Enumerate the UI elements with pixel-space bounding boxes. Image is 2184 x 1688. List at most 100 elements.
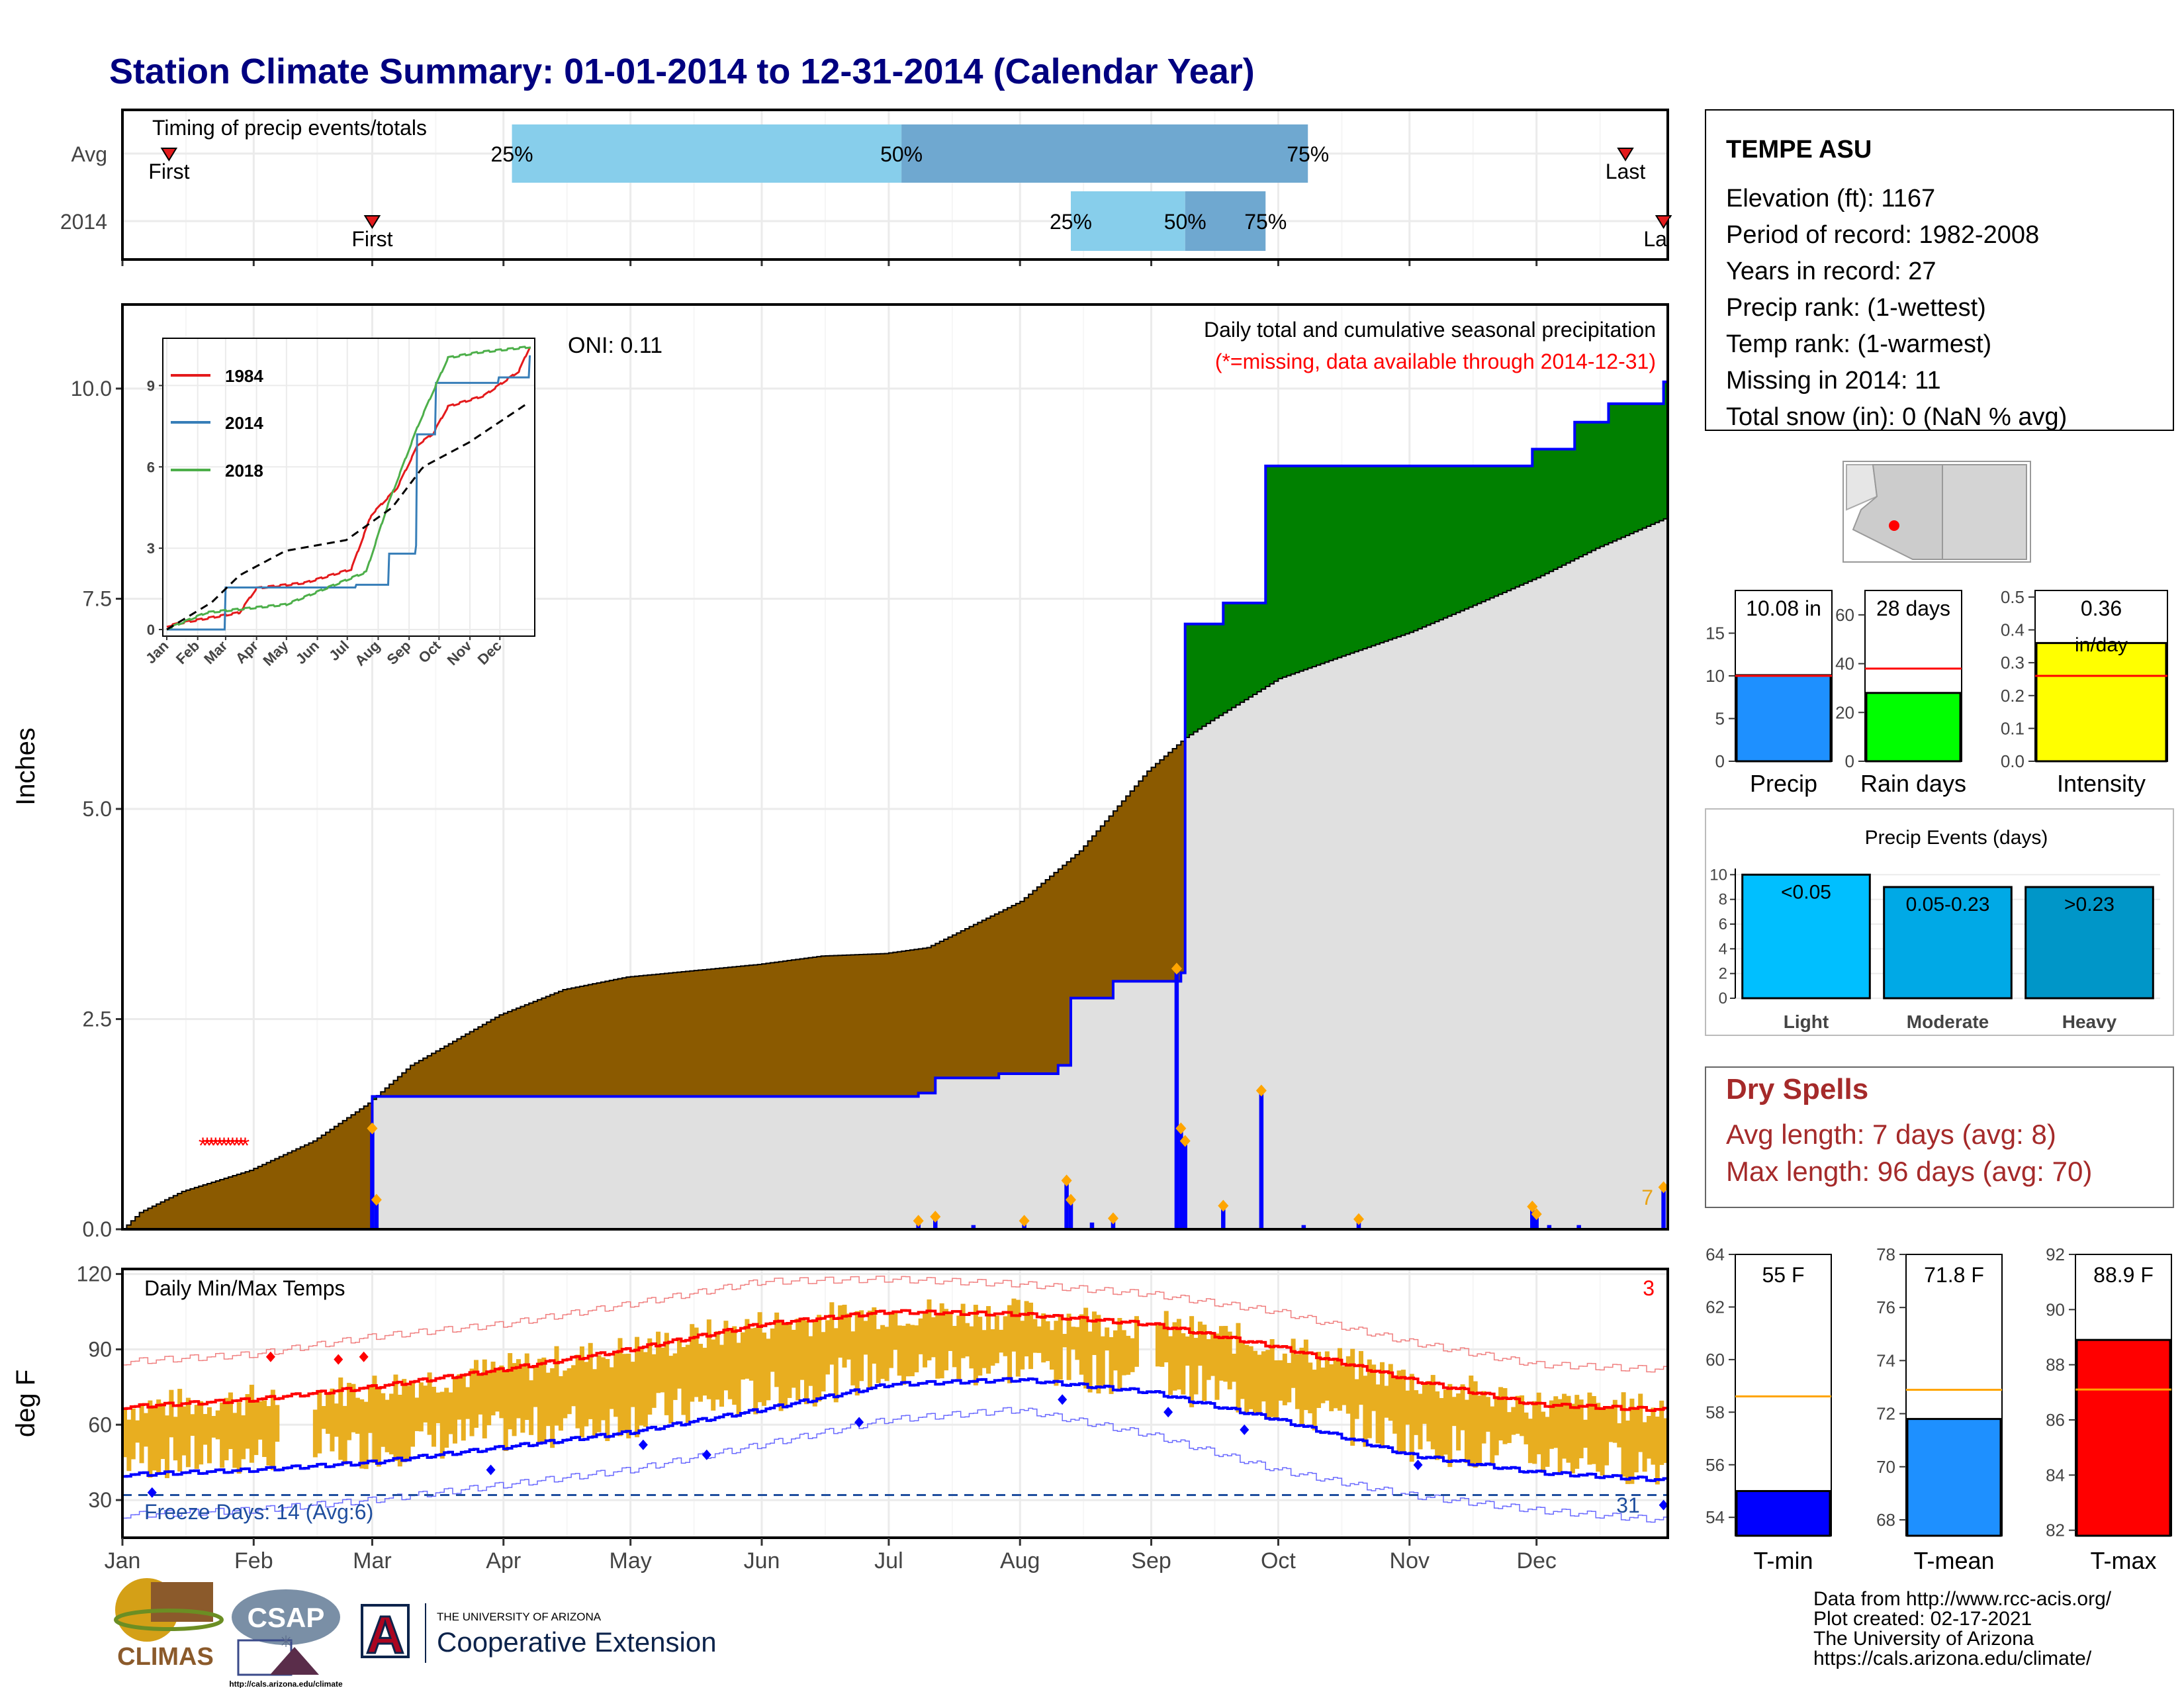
daily-precip-marker-icon	[1255, 1084, 1267, 1097]
daily-temp-range-bar	[1202, 1325, 1207, 1401]
events-title: Precip Events (days)	[1865, 827, 2048, 849]
csap-mountain-icon	[270, 1647, 319, 1675]
daily-temp-range-bar	[757, 1312, 762, 1403]
daily-temp-range-bar	[1388, 1364, 1393, 1421]
events-y-tick-label: 8	[1719, 891, 1727, 909]
daily-temp-range-bar	[1168, 1336, 1173, 1395]
temp-summary-y-tick-label: 56	[1706, 1455, 1725, 1475]
daily-temp-range-bar	[444, 1387, 449, 1448]
daily-temp-range-bar	[1477, 1395, 1482, 1466]
temp-y-tick-label: 120	[77, 1262, 112, 1286]
daily-temp-range-bar	[1299, 1347, 1304, 1427]
legend-label-2018: 2018	[225, 461, 263, 481]
daily-temp-range-bar	[745, 1319, 750, 1379]
daily-temp-range-bar	[524, 1353, 529, 1421]
daily-temp-range-bar	[1647, 1416, 1652, 1459]
daily-temp-range-bar	[1236, 1323, 1241, 1413]
station-line: Precip rank: (1-wettest)	[1726, 294, 1986, 322]
daily-temp-range-bar	[143, 1413, 148, 1447]
timing-row-avg-label: Avg	[71, 142, 107, 166]
inset-x-tick-label: Sep	[383, 637, 414, 668]
temp-title: Daily Min/Max Temps	[144, 1276, 345, 1300]
precip-title: Daily total and cumulative seasonal prec…	[1204, 318, 1656, 342]
temp-summary-y-tick-label: 74	[1876, 1350, 1895, 1370]
daily-temp-range-bar	[1257, 1354, 1262, 1415]
daily-temp-range-bar	[821, 1332, 826, 1392]
month-tick-label: Feb	[234, 1548, 273, 1573]
daily-temp-range-bar	[1570, 1403, 1575, 1474]
daily-temp-range-bar	[312, 1409, 318, 1458]
dry-spells-avg: Avg length: 7 days (avg: 8)	[1726, 1119, 2056, 1150]
daily-temp-range-bar	[1312, 1370, 1317, 1430]
daily-temp-range-bar	[1447, 1383, 1453, 1468]
daily-temp-range-bar	[651, 1354, 657, 1408]
timing-edge-mask	[1669, 218, 1709, 271]
daily-precip-bar	[1064, 1180, 1069, 1229]
daily-temp-range-bar	[1549, 1400, 1554, 1449]
daily-temp-range-bar	[1625, 1421, 1631, 1484]
temp-y-tick-label: 60	[88, 1413, 112, 1436]
temp-summary-y-tick-label: 64	[1706, 1244, 1725, 1264]
timing-bar-50-75	[901, 124, 1308, 183]
daily-temp-range-bar	[211, 1416, 216, 1438]
daily-temp-range-bar	[1308, 1362, 1313, 1414]
daily-temp-range-bar	[545, 1372, 551, 1427]
daily-temp-range-bar	[1160, 1323, 1165, 1367]
daily-temp-range-bar	[660, 1347, 665, 1393]
daily-temp-range-bar	[1303, 1339, 1308, 1411]
temp-y-tick-label: 90	[88, 1337, 112, 1361]
month-tick-label: Dec	[1516, 1548, 1556, 1573]
daily-temp-range-bar	[1278, 1360, 1283, 1401]
daily-temp-range-bar	[317, 1389, 322, 1454]
credit-line: Data from http://www.rcc-acis.org/	[1813, 1588, 2112, 1610]
daily-temp-range-bar	[457, 1374, 462, 1420]
daily-precip-marker-icon	[1019, 1215, 1030, 1227]
daily-temp-range-bar	[427, 1372, 432, 1435]
summary-y-tick-label: 15	[1706, 624, 1725, 643]
missing-data-marker: *	[237, 1133, 246, 1158]
daily-precip-bar	[374, 1199, 379, 1229]
daily-temp-range-bar	[893, 1311, 898, 1350]
daily-temp-range-bar	[241, 1415, 246, 1460]
daily-temp-range-bar	[592, 1369, 598, 1437]
daily-temp-range-bar	[1591, 1395, 1596, 1464]
daily-temp-range-bar	[736, 1342, 741, 1415]
daily-temp-range-bar	[1633, 1409, 1639, 1473]
daily-temp-range-bar	[1655, 1417, 1660, 1485]
daily-temp-range-bar	[194, 1405, 199, 1470]
daily-temp-range-bar	[753, 1327, 758, 1415]
summary-value-raindays: 28 days	[1876, 596, 1950, 620]
daily-precip-marker-icon	[1531, 1208, 1542, 1221]
avg-cumulative-line	[122, 518, 1668, 1230]
daily-temp-range-bar	[1511, 1407, 1516, 1435]
daily-temp-range-bar	[1079, 1314, 1084, 1375]
map-state-new-mexico	[1942, 464, 2027, 560]
daily-temp-range-bar	[969, 1326, 974, 1369]
daily-temp-range-bar	[486, 1372, 492, 1426]
daily-temp-range-bar	[232, 1413, 238, 1468]
daily-temp-range-bar	[880, 1325, 886, 1379]
daily-temp-range-bar	[1481, 1391, 1486, 1444]
daily-temp-range-bar	[1460, 1384, 1465, 1430]
inset-x-tick-label: May	[259, 637, 291, 669]
daily-temp-range-bar	[579, 1346, 584, 1438]
summary-bar-intensity	[2035, 641, 2167, 763]
daily-temp-range-bar	[715, 1331, 720, 1400]
missing-data-marker: *	[199, 1133, 207, 1158]
daily-temp-range-bar	[1121, 1330, 1126, 1376]
first-event-label: First	[351, 227, 392, 251]
daily-temp-range-bar	[609, 1367, 614, 1409]
timing-bar-50-75	[1185, 191, 1266, 251]
daily-temp-range-bar	[1435, 1391, 1440, 1460]
temp-panel: 30 60 90 120 deg F Daily Min/Max Temps 3 Fr…	[11, 1262, 1669, 1573]
month-tick-label: Jun	[744, 1548, 780, 1573]
daily-temp-range-bar	[854, 1311, 860, 1396]
timing-q50-label: 50%	[1164, 210, 1206, 234]
daily-temp-range-bar	[711, 1339, 716, 1411]
daily-temp-range-bar	[1193, 1338, 1199, 1395]
inset-y-tick-label: 9	[147, 377, 155, 394]
daily-temp-range-bar	[1342, 1366, 1347, 1405]
record-low-marker-icon	[486, 1464, 496, 1476]
month-tick-label: Aug	[1000, 1548, 1040, 1573]
